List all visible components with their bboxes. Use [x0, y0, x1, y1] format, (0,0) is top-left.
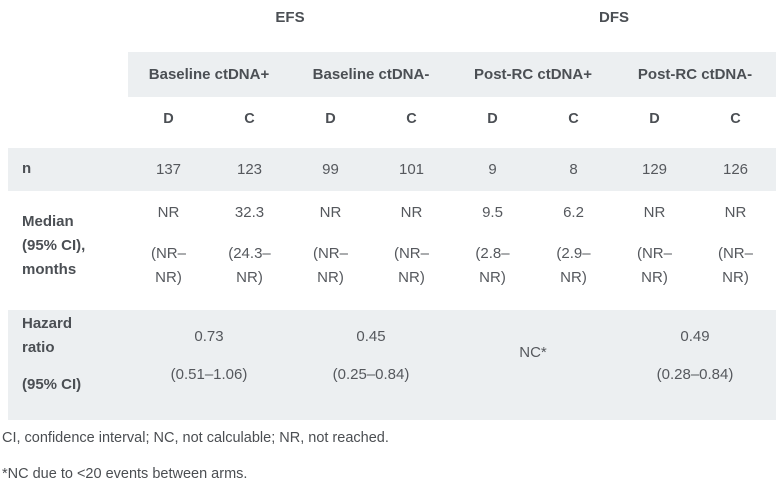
median-ci: (NR– NR) [636, 245, 672, 286]
dfs-header: DFS [599, 9, 629, 26]
median-row: Median (95% CI), months NR (NR– NR) 32.3… [8, 196, 776, 306]
hazard-ci: (0.28–0.84) [656, 366, 734, 383]
hazard-cell-baseline-negative: 0.45 (0.25–0.84) [290, 310, 452, 420]
median-value: NR [724, 204, 747, 221]
n-value: 99 [322, 161, 339, 178]
median-value: 9.5 [482, 204, 503, 221]
footnotes: CI, confidence interval; NC, not calcula… [2, 430, 784, 483]
nc-footnote: *NC due to <20 events between arms. [2, 466, 248, 482]
hazard-ratio-row: Hazard ratio (95% CI) 0.73 (0.51–1.06) 0… [8, 310, 776, 420]
hazard-cell-baseline-positive: 0.73 (0.51–1.06) [128, 310, 290, 420]
median-value: 32.3 [234, 204, 265, 221]
n-value: 123 [236, 161, 263, 178]
median-value: 6.2 [563, 204, 584, 221]
abbreviations-footnote: CI, confidence interval; NC, not calcula… [2, 430, 389, 446]
median-ci: (24.3– NR) [228, 245, 271, 286]
median-value: NR [400, 204, 423, 221]
hazard-cell-postrc-negative: 0.49 (0.28–0.84) [614, 310, 776, 420]
median-cell: 9.5 (2.8– NR) [452, 196, 533, 306]
hazard-value: 0.45 [356, 328, 386, 345]
median-value: NR [157, 204, 180, 221]
row-gap [8, 141, 776, 148]
arm-header-c: C [244, 111, 255, 127]
n-value: 129 [641, 161, 668, 178]
median-ci: (2.8– NR) [475, 245, 510, 286]
median-cell: NR (NR– NR) [371, 196, 452, 306]
subgroup-header-band: Baseline ctDNA+ Baseline ctDNA- Post-RC … [128, 52, 776, 97]
subgroup-baseline-ctdna-negative: Baseline ctDNA- [312, 65, 430, 83]
median-ci: (NR– NR) [312, 245, 348, 286]
header-spacer [8, 52, 128, 97]
hazard-cell-postrc-positive: NC* [452, 310, 614, 420]
median-cell: 6.2 (2.9– NR) [533, 196, 614, 306]
hazard-row-label: Hazard ratio (95% CI) [8, 310, 128, 420]
header-spacer [8, 97, 128, 141]
hazard-row-label-text: Hazard ratio [22, 315, 73, 356]
hazard-nc-value: NC* [519, 344, 547, 361]
median-ci: (NR– NR) [150, 245, 186, 286]
hazard-row-label-ci: (95% CI) [22, 376, 82, 393]
arm-header-c: C [406, 111, 417, 127]
subgroup-baseline-ctdna-positive: Baseline ctDNA+ [148, 65, 270, 83]
header-spacer [8, 0, 128, 52]
n-value: 8 [569, 161, 578, 178]
hazard-ci: (0.25–0.84) [332, 366, 410, 383]
median-cell: NR (NR– NR) [128, 196, 209, 306]
median-row-label-text: Median (95% CI), months [22, 213, 86, 278]
arm-header-d: D [649, 111, 660, 127]
median-ci: (NR– NR) [393, 245, 429, 286]
n-value: 126 [722, 161, 749, 178]
arm-header-d: D [325, 111, 336, 127]
n-value: 137 [155, 161, 182, 178]
outcomes-table: EFS DFS Baseline ctDNA+ Baseline ctDNA- … [8, 0, 776, 420]
efs-header: EFS [275, 9, 305, 26]
n-row-label: n [22, 160, 32, 177]
median-ci: (NR– NR) [717, 245, 753, 286]
survival-header-row: EFS DFS [8, 0, 776, 52]
hazard-ci: (0.51–1.06) [170, 366, 248, 383]
median-value: NR [319, 204, 342, 221]
median-cell: NR (NR– NR) [290, 196, 371, 306]
arm-header-row: D C D C D C D C [8, 97, 776, 141]
arm-header-d: D [487, 111, 498, 127]
arm-header-c: C [568, 111, 579, 127]
subgroup-postrc-ctdna-negative: Post-RC ctDNA- [637, 65, 753, 83]
n-value: 9 [488, 161, 497, 178]
hazard-value: 0.49 [680, 328, 710, 345]
n-value: 101 [398, 161, 425, 178]
median-ci: (2.9– NR) [556, 245, 591, 286]
n-row: n 137 123 99 101 9 8 129 126 [8, 148, 776, 191]
median-row-label: Median (95% CI), months [8, 196, 128, 306]
arm-header-d: D [163, 111, 174, 127]
subgroup-header-row: Baseline ctDNA+ Baseline ctDNA- Post-RC … [8, 52, 776, 97]
arm-header-c: C [730, 111, 741, 127]
hazard-value: 0.73 [194, 328, 224, 345]
subgroup-postrc-ctdna-positive: Post-RC ctDNA+ [474, 65, 592, 83]
median-cell: NR (NR– NR) [614, 196, 695, 306]
median-value: NR [643, 204, 666, 221]
median-cell: 32.3 (24.3– NR) [209, 196, 290, 306]
median-cell: NR (NR– NR) [695, 196, 776, 306]
